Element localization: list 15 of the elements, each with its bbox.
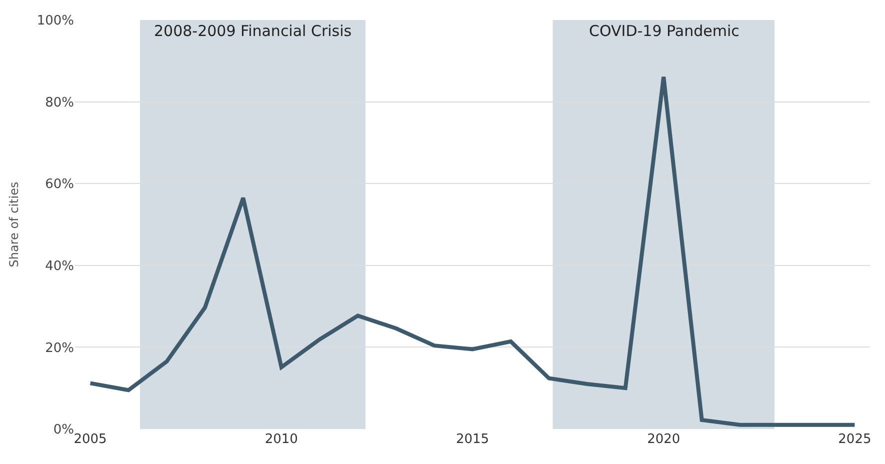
- x-tick-label: 2010: [264, 432, 298, 447]
- x-tick-label: 2015: [456, 432, 490, 447]
- y-tick-label: 80%: [45, 95, 74, 110]
- band-label: 2008-2009 Financial Crisis: [154, 22, 352, 40]
- x-tick-label: 2025: [838, 432, 872, 447]
- y-tick-label: 60%: [45, 177, 74, 192]
- y-tick-label: 20%: [45, 340, 74, 356]
- x-tick-label: 2020: [647, 432, 680, 447]
- y-axis-title: Share of cities: [7, 182, 22, 268]
- y-tick-label: 40%: [45, 258, 74, 274]
- y-tick-label: 0%: [53, 422, 74, 438]
- y-tick-label: 100%: [36, 14, 74, 29]
- line-series: [88, 74, 857, 427]
- band-label: COVID-19 Pandemic: [589, 22, 740, 40]
- x-tick-label: 2005: [74, 432, 107, 447]
